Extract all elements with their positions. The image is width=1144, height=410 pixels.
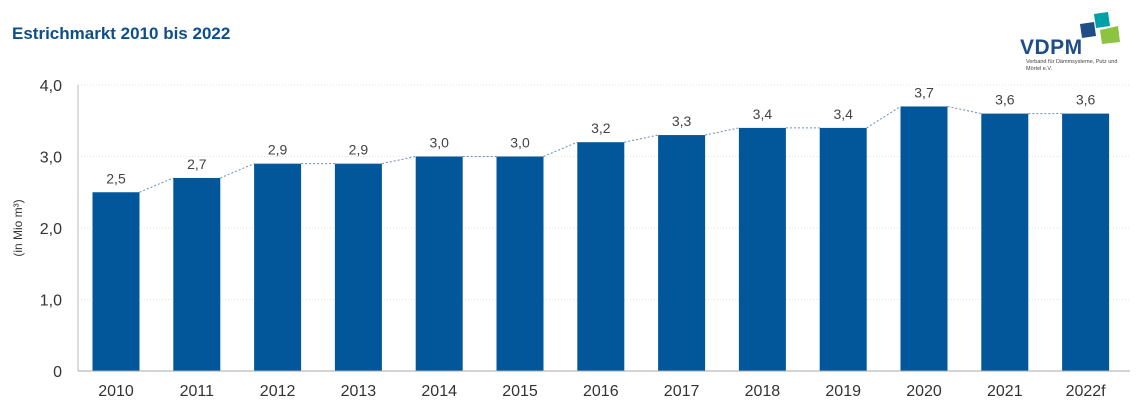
bar-2016 [577,142,625,371]
data-label: 3,6 [1076,92,1096,108]
axis-layer: 0 1,0 2,0 3,0 4,0 2010 2011 2012 2013 2014 2015 201… [40,78,1130,400]
x-tick-label: 2015 [502,383,538,400]
data-label: 2,9 [349,142,369,158]
connector-line [220,163,255,179]
connector-layer [139,105,1063,193]
data-label: 3,0 [429,135,449,151]
bar-2012 [254,163,302,371]
y-axis-label: (in Mio m³) [11,199,25,256]
logo-name: VDPM [1020,36,1083,59]
bar-2021 [981,113,1029,371]
bar-2018 [738,127,786,372]
vdpm-logo-mark [1080,12,1120,44]
vdpm-logo: VDPM Verband für Dämmsysteme, Putz und M… [1012,10,1122,82]
bar-2017 [658,135,706,371]
bar-2019 [819,127,867,372]
connector-line [866,106,901,129]
y-tick-label: 0 [53,364,62,381]
bar-2010 [92,192,140,371]
bar-layer [92,106,1110,372]
x-tick-label: 2022f [1066,383,1107,400]
x-tick-label: 2021 [987,383,1023,400]
x-tick-label: 2016 [583,383,619,400]
x-tick-label: 2013 [341,383,377,400]
connector-line [947,105,982,115]
y-tick-label: 2,0 [40,221,62,238]
data-label: 2,5 [106,170,126,186]
x-tick-label: 2012 [260,383,296,400]
data-label: 3,2 [591,120,611,136]
connector-line [624,134,659,143]
x-tick-label: 2019 [825,383,861,400]
data-label: 2,9 [268,142,288,158]
x-tick-label: 2014 [421,383,457,400]
y-tick-label: 1,0 [40,293,62,310]
chart-title: Estrichmarkt 2010 bis 2022 [12,24,231,43]
logo-subtitle: Verband für Dämmsysteme, Putz und Mörtel… [1026,59,1118,72]
bar-2022f [1062,113,1110,371]
connector-line [139,177,174,193]
connector-line [543,141,578,157]
x-tick-label: 2020 [906,383,942,400]
x-tick-label: 2010 [98,383,134,400]
x-tick-label: 2018 [745,383,781,400]
data-label: 3,0 [510,135,530,151]
label-layer: 2,5 2,7 2,9 2,9 3,0 3,0 3,2 3,3 3,4 3,4 3,7 3,6 3,6 [106,84,1095,186]
data-label: 3,3 [672,113,692,129]
data-label: 3,4 [833,106,853,122]
bar-2014 [415,156,463,371]
data-label: 3,4 [753,106,773,122]
connector-line [381,156,416,165]
data-label: 3,7 [914,84,934,100]
bar-2011 [173,177,221,371]
y-tick-label: 4,0 [40,78,62,95]
data-label: 3,6 [995,92,1015,108]
x-tick-label: 2011 [180,383,215,400]
x-tick-label: 2017 [664,383,700,400]
bar-2020 [900,106,948,371]
connector-line [704,127,740,136]
bar-2013 [334,163,382,371]
data-label: 2,7 [187,156,207,172]
bar-2015 [496,156,544,371]
y-tick-label: 3,0 [40,150,62,167]
